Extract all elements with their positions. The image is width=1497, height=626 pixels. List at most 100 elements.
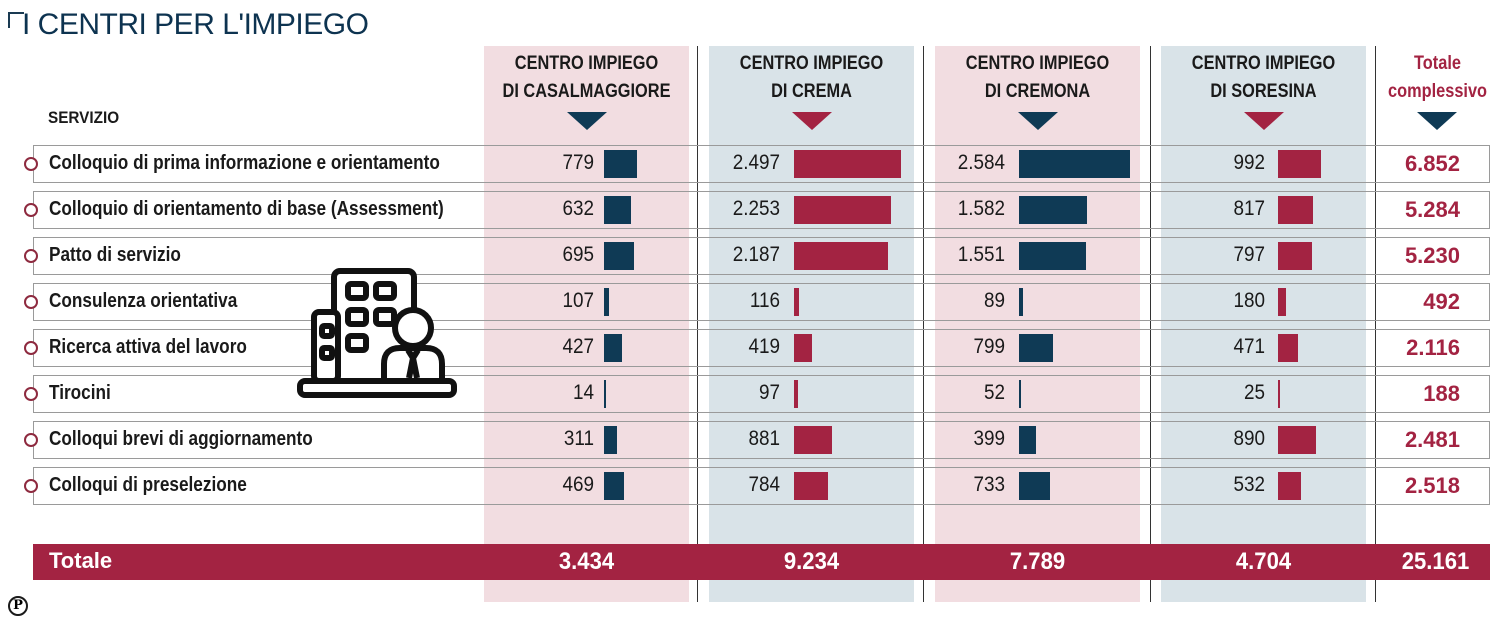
column-header: CENTRO IMPIEGO DI CREMA <box>715 50 909 106</box>
column-background <box>935 46 1140 602</box>
cell-bar <box>1278 288 1286 316</box>
cell-bar <box>1278 242 1312 270</box>
cell-value: 632 <box>562 197 594 220</box>
totals-label: Totale <box>49 548 113 573</box>
cell-value: 532 <box>1233 473 1265 496</box>
column-separator <box>697 46 698 602</box>
cell-bar <box>1019 380 1021 408</box>
column-header-line2: DI CASALMAGGIORE <box>502 81 671 102</box>
column-header-line1: CENTRO IMPIEGO <box>965 53 1110 74</box>
cell-value: 52 <box>983 381 1005 404</box>
cell-value: 2.584 <box>957 151 1005 174</box>
page-title: I CENTRI PER L'IMPIEGO <box>22 8 369 41</box>
column-separator <box>923 46 924 602</box>
row-bullet <box>24 387 38 401</box>
cell-bar <box>794 150 901 178</box>
cell-value: 817 <box>1233 197 1265 220</box>
title-corner-mark <box>8 12 24 28</box>
cell-bar <box>794 426 832 454</box>
column-header-arrow <box>791 112 832 130</box>
cell-value: 784 <box>748 473 780 496</box>
cell-value: 2.253 <box>732 197 780 220</box>
cell-bar <box>1278 426 1316 454</box>
cell-bar <box>604 242 634 270</box>
cell-bar <box>1278 150 1321 178</box>
cell-bar <box>794 196 891 224</box>
row-total: 2.518 <box>1404 473 1460 498</box>
cell-bar <box>1019 288 1023 316</box>
total-header-line2: complessivo <box>1388 81 1488 102</box>
cell-value: 890 <box>1233 427 1265 450</box>
column-header-line2: DI CREMA <box>771 81 852 102</box>
column-separator <box>1375 46 1376 602</box>
publisher-logo: P <box>8 596 28 616</box>
cell-bar <box>1278 196 1313 224</box>
column-header-line1: CENTRO IMPIEGO <box>1191 53 1336 74</box>
cell-value: 311 <box>563 427 594 450</box>
row-total: 6.852 <box>1404 151 1460 176</box>
cell-value: 25 <box>1243 381 1265 404</box>
cell-value: 695 <box>562 243 594 266</box>
column-header: CENTRO IMPIEGO DI SORESINA <box>1167 50 1361 106</box>
cell-bar <box>1278 472 1301 500</box>
row-label: Colloqui di preselezione <box>49 474 247 496</box>
cell-value: 471 <box>1233 335 1265 358</box>
row-label: Ricerca attiva del lavoro <box>49 336 247 358</box>
cell-bar <box>794 472 828 500</box>
cell-bar <box>1019 196 1087 224</box>
cell-value: 180 <box>1233 289 1265 312</box>
totals-value: 4.704 <box>1235 548 1292 575</box>
row-total: 2.116 <box>1406 335 1460 360</box>
cell-bar <box>604 196 631 224</box>
column-background <box>1161 46 1366 602</box>
cell-value: 1.582 <box>957 197 1005 220</box>
cell-bar <box>604 472 624 500</box>
row-total: 492 <box>1423 289 1460 314</box>
cell-value: 733 <box>973 473 1005 496</box>
cell-value: 2.497 <box>732 151 780 174</box>
column-header-line2: DI CREMONA <box>984 81 1091 102</box>
cell-value: 399 <box>973 427 1005 450</box>
cell-value: 992 <box>1233 151 1265 174</box>
cell-bar <box>794 242 888 270</box>
cell-value: 14 <box>572 381 594 404</box>
row-label: Colloquio di prima informazione e orient… <box>49 152 440 174</box>
total-header-line1: Totale <box>1414 53 1461 74</box>
row-label: Colloqui brevi di aggiornamento <box>49 428 313 450</box>
cell-bar <box>1278 334 1298 362</box>
cell-value: 799 <box>973 335 1005 358</box>
row-bullet <box>24 295 38 309</box>
cell-value: 779 <box>562 151 594 174</box>
row-label: Tirocini <box>49 382 111 404</box>
cell-bar <box>1019 472 1050 500</box>
office-building-person-icon <box>297 268 457 398</box>
cell-bar <box>1019 334 1053 362</box>
cell-value: 797 <box>1233 243 1265 266</box>
row-label: Patto di servizio <box>49 244 181 266</box>
cell-bar <box>794 380 798 408</box>
cell-value: 97 <box>758 381 780 404</box>
cell-value: 89 <box>983 289 1005 312</box>
cell-value: 419 <box>748 335 780 358</box>
column-separator <box>1150 46 1151 602</box>
cell-value: 427 <box>562 335 594 358</box>
cell-value: 107 <box>562 289 594 312</box>
cell-value: 469 <box>562 473 594 496</box>
row-label: Consulenza orientativa <box>49 290 238 312</box>
row-total: 5.284 <box>1404 197 1460 222</box>
cell-bar <box>604 426 617 454</box>
column-background <box>484 46 689 602</box>
column-background <box>709 46 914 602</box>
totals-value: 7.789 <box>1009 548 1066 575</box>
cell-bar <box>1019 426 1036 454</box>
row-total: 188 <box>1423 381 1460 406</box>
grand-total-value: 25.161 <box>1401 548 1470 575</box>
cell-bar <box>604 150 637 178</box>
cell-value: 1.551 <box>957 243 1005 266</box>
totals-row <box>33 544 1490 580</box>
cell-bar <box>1019 242 1086 270</box>
cell-bar <box>1278 380 1280 408</box>
cell-bar <box>604 288 609 316</box>
column-header: CENTRO IMPIEGO DI CASALMAGGIORE <box>490 50 684 106</box>
cell-bar <box>604 380 606 408</box>
